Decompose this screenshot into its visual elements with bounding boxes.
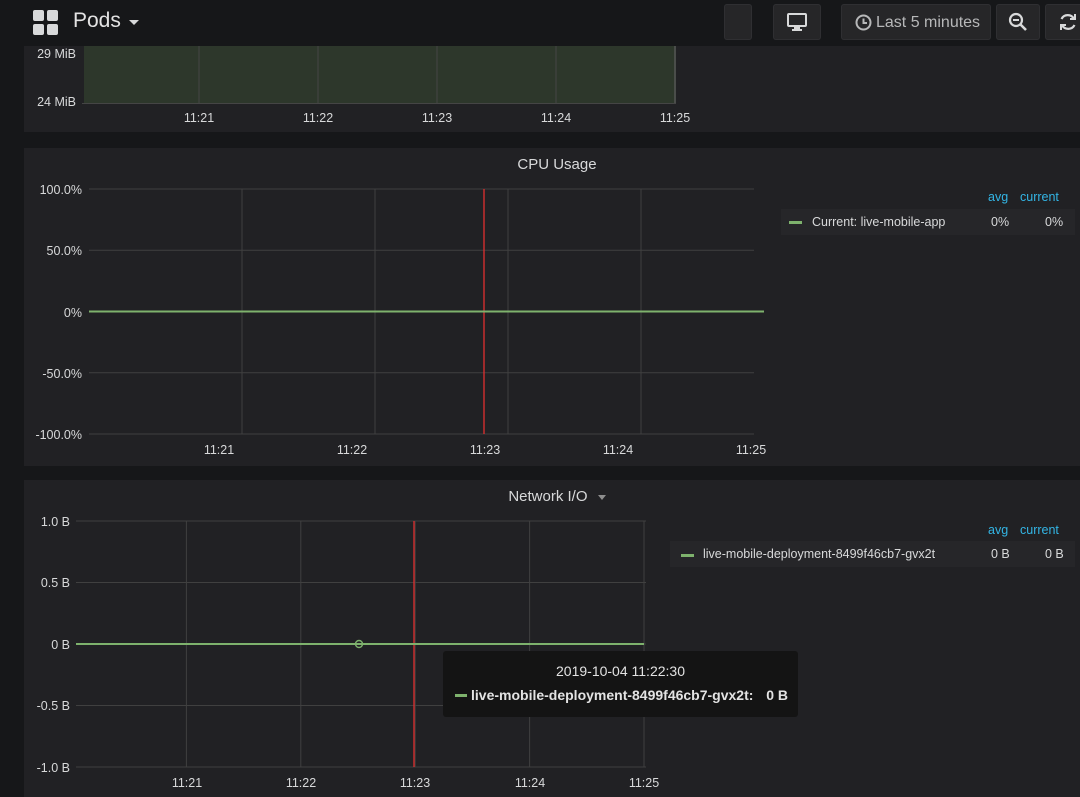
top-navbar: Pods Last 5 minutes — [0, 0, 1080, 46]
legend-current-header[interactable]: current — [1020, 523, 1059, 537]
legend-series-name: live-mobile-deployment-8499f46cb7-gvx2t — [703, 547, 936, 561]
toolbar-button[interactable] — [724, 4, 752, 40]
series-color-swatch[interactable] — [681, 554, 694, 557]
chevron-down-icon[interactable] — [597, 494, 606, 500]
tooltip-value: 0 B — [766, 687, 788, 703]
refresh-button[interactable] — [1045, 4, 1080, 40]
graph-tooltip: 2019-10-04 11:22:30 live-mobile-deployme… — [443, 651, 798, 717]
legend-item[interactable]: Current: live-mobile-app 0% 0% — [781, 209, 1075, 235]
legend-series-name: Current: live-mobile-app — [812, 215, 946, 229]
x-tick-label: 11:24 — [540, 111, 572, 125]
legend-current-value: 0 B — [1045, 547, 1064, 561]
series-color-swatch[interactable] — [789, 221, 802, 224]
x-tick-label: 11:22 — [302, 111, 334, 125]
dashboard-grid-icon[interactable] — [33, 10, 59, 36]
y-tick-label: -50.0% — [42, 367, 82, 381]
y-tick-label: -0.5 B — [36, 699, 70, 713]
memory-panel: 29 MiB 24 MiB 11:21 11:22 11:23 11:24 11… — [24, 46, 1080, 132]
panel-title[interactable]: CPU Usage — [517, 156, 597, 173]
x-tick-label: 11:23 — [399, 776, 431, 790]
x-tick-label: 11:25 — [628, 776, 660, 790]
network-io-panel: Network I/O 1.0 B 0.5 B 0 B -0.5 B -1.0 … — [24, 480, 1080, 797]
x-tick-label: 11:25 — [735, 443, 767, 457]
tv-mode-button[interactable] — [773, 4, 821, 40]
network-chart[interactable] — [72, 516, 652, 776]
panel-title-text: Network I/O — [508, 488, 588, 505]
x-tick-label: 11:24 — [514, 776, 546, 790]
refresh-icon — [1060, 14, 1076, 30]
y-tick-label: 24 MiB — [37, 95, 76, 109]
legend-avg-header[interactable]: avg — [988, 523, 1009, 537]
y-tick-label: 50.0% — [46, 244, 82, 258]
x-tick-label: 11:22 — [336, 443, 368, 457]
cpu-chart[interactable] — [84, 184, 764, 444]
cpu-usage-panel: CPU Usage 100.0% 50.0% 0% -50.0% -100.0%… — [24, 148, 1080, 466]
x-tick-label: 11:21 — [183, 111, 215, 125]
legend-item[interactable]: live-mobile-deployment-8499f46cb7-gvx2t … — [670, 541, 1075, 567]
y-tick-label: 100.0% — [39, 183, 82, 197]
y-tick-label: 0% — [63, 306, 82, 320]
clock-icon — [855, 14, 872, 31]
y-tick-label: 0 B — [51, 638, 70, 652]
y-tick-label: -1.0 B — [36, 761, 70, 775]
tooltip-series-name: live-mobile-deployment-8499f46cb7-gvx2t: — [471, 687, 754, 703]
x-tick-label: 11:22 — [285, 776, 317, 790]
chevron-down-icon[interactable] — [129, 20, 139, 25]
x-tick-label: 11:21 — [171, 776, 203, 790]
x-tick-label: 11:25 — [659, 111, 691, 125]
tooltip-time: 2019-10-04 11:22:30 — [556, 663, 685, 679]
memory-chart[interactable] — [82, 46, 682, 106]
legend-current-header[interactable]: current — [1020, 190, 1059, 204]
y-tick-label: 1.0 B — [40, 515, 70, 529]
legend-avg-value: 0 B — [991, 547, 1010, 561]
zoom-out-icon — [1008, 12, 1027, 31]
legend-current-value: 0% — [1045, 215, 1064, 229]
x-tick-label: 11:21 — [203, 443, 235, 457]
dashboard-title[interactable]: Pods — [73, 9, 121, 32]
x-tick-label: 11:24 — [602, 443, 634, 457]
panel-title[interactable]: Network I/O — [24, 488, 1080, 505]
memory-area — [84, 46, 676, 104]
legend-avg-header[interactable]: avg — [988, 190, 1009, 204]
time-range-picker[interactable]: Last 5 minutes — [841, 4, 991, 40]
y-tick-label: 29 MiB — [37, 47, 76, 61]
x-tick-label: 11:23 — [469, 443, 501, 457]
tooltip-series-row: live-mobile-deployment-8499f46cb7-gvx2t:… — [455, 687, 788, 705]
zoom-out-button[interactable] — [996, 4, 1040, 40]
hover-point — [354, 639, 364, 649]
time-range-label: Last 5 minutes — [876, 14, 981, 31]
x-tick-label: 11:23 — [421, 111, 453, 125]
y-tick-label: -100.0% — [35, 428, 82, 442]
monitor-icon — [787, 13, 807, 31]
y-tick-label: 0.5 B — [40, 576, 70, 590]
series-color-swatch — [455, 694, 467, 697]
legend-avg-value: 0% — [991, 215, 1010, 229]
